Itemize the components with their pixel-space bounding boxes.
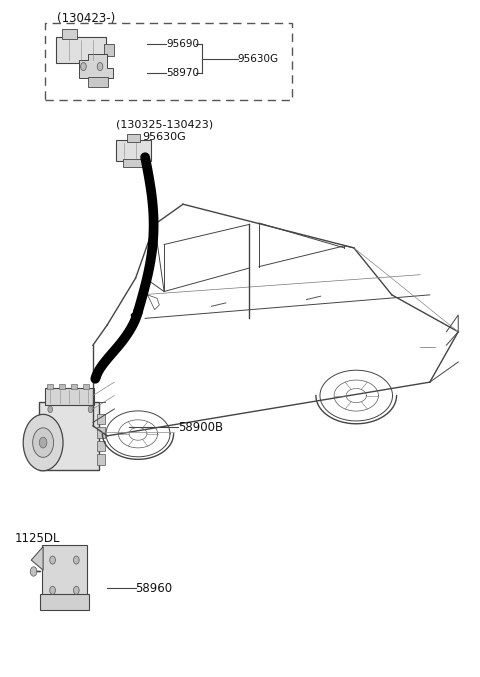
Circle shape: [88, 406, 93, 413]
FancyBboxPatch shape: [45, 388, 94, 406]
Circle shape: [50, 586, 56, 594]
Text: 1125DL: 1125DL: [14, 532, 60, 545]
FancyBboxPatch shape: [59, 384, 65, 389]
Text: 95630G: 95630G: [142, 132, 186, 142]
Text: (130423-): (130423-): [57, 12, 116, 25]
Polygon shape: [79, 54, 113, 78]
Circle shape: [81, 62, 86, 70]
FancyBboxPatch shape: [40, 594, 89, 610]
FancyBboxPatch shape: [97, 454, 105, 464]
Text: 95630G: 95630G: [238, 53, 279, 64]
FancyBboxPatch shape: [83, 384, 89, 389]
Circle shape: [50, 556, 56, 564]
Circle shape: [33, 428, 54, 458]
FancyBboxPatch shape: [42, 545, 87, 598]
Circle shape: [73, 556, 79, 564]
Circle shape: [39, 437, 47, 448]
FancyBboxPatch shape: [61, 29, 77, 39]
Polygon shape: [31, 546, 43, 570]
Text: 58960: 58960: [136, 582, 173, 595]
Circle shape: [48, 406, 53, 413]
FancyBboxPatch shape: [48, 384, 53, 389]
FancyBboxPatch shape: [88, 77, 108, 87]
FancyBboxPatch shape: [97, 427, 105, 438]
FancyBboxPatch shape: [116, 139, 151, 161]
Circle shape: [73, 586, 79, 594]
FancyBboxPatch shape: [123, 159, 143, 167]
Circle shape: [23, 414, 63, 471]
FancyBboxPatch shape: [127, 134, 140, 141]
Text: 58970: 58970: [167, 68, 200, 78]
FancyBboxPatch shape: [39, 402, 99, 470]
Circle shape: [97, 62, 103, 70]
FancyBboxPatch shape: [56, 37, 106, 63]
FancyBboxPatch shape: [71, 384, 77, 389]
FancyBboxPatch shape: [97, 441, 105, 452]
Text: 58900B: 58900B: [179, 420, 224, 434]
FancyBboxPatch shape: [104, 44, 114, 56]
Circle shape: [30, 567, 37, 576]
FancyBboxPatch shape: [97, 414, 105, 424]
Text: (130325-130423): (130325-130423): [116, 120, 213, 130]
Text: 95690: 95690: [167, 39, 200, 49]
